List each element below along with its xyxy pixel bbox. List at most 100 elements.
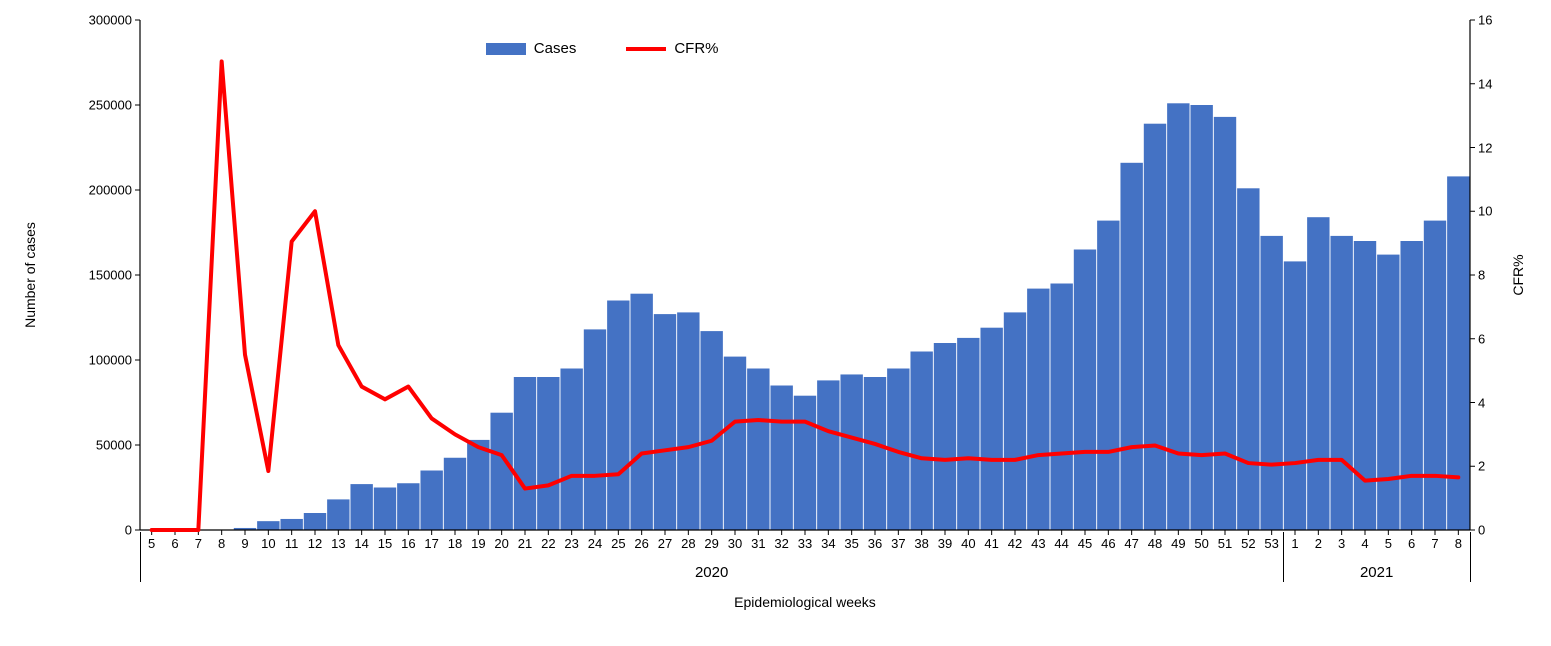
bar (1144, 124, 1166, 530)
bar (770, 386, 792, 531)
bar (374, 488, 396, 531)
x-tick-label: 3 (1338, 536, 1345, 551)
x-tick-label: 52 (1241, 536, 1255, 551)
bar (840, 374, 862, 530)
y-left-tick-label: 100000 (10, 353, 132, 368)
bar (327, 499, 349, 530)
x-tick-label: 35 (844, 536, 858, 551)
bar (537, 377, 559, 530)
bar (467, 440, 489, 530)
bar (654, 314, 676, 530)
y-left-tick-label: 0 (10, 523, 132, 538)
x-tick-label: 24 (588, 536, 602, 551)
bar (794, 396, 816, 530)
bar (514, 377, 536, 530)
x-tick-label: 50 (1194, 536, 1208, 551)
legend-item: CFR% (626, 40, 718, 57)
x-tick-label: 20 (494, 536, 508, 551)
x-tick-label: 26 (634, 536, 648, 551)
y-right-tick-label: 8 (1478, 268, 1485, 283)
y-left-tick-label: 200000 (10, 183, 132, 198)
x-tick-label: 15 (378, 536, 392, 551)
x-tick-label: 11 (285, 536, 299, 551)
bar (444, 458, 466, 530)
bar (910, 352, 932, 531)
y-axis-right-title: CFR% (1510, 254, 1526, 295)
x-tick-label: 10 (261, 536, 275, 551)
y-right-tick-label: 14 (1478, 76, 1492, 91)
y-right-tick-label: 10 (1478, 204, 1492, 219)
bar (1424, 221, 1446, 530)
x-tick-label: 13 (331, 536, 345, 551)
bar (630, 294, 652, 530)
y-left-tick-label: 250000 (10, 98, 132, 113)
bar (747, 369, 769, 531)
x-tick-label: 4 (1361, 536, 1368, 551)
x-tick-label: 44 (1054, 536, 1068, 551)
x-tick-label: 8 (1455, 536, 1462, 551)
bar (1400, 241, 1422, 530)
legend-swatch-line-icon (626, 47, 666, 51)
bar (957, 338, 979, 530)
bar (980, 328, 1002, 530)
bar (280, 519, 302, 530)
legend: CasesCFR% (486, 40, 719, 57)
legend-label: CFR% (674, 40, 718, 57)
bar (350, 484, 372, 530)
y-right-tick-label: 16 (1478, 13, 1492, 28)
bar (420, 471, 442, 531)
bar (607, 301, 629, 531)
x-tick-label: 40 (961, 536, 975, 551)
x-tick-label: 7 (1431, 536, 1438, 551)
bar (1190, 105, 1212, 530)
bar (1004, 312, 1026, 530)
bar (584, 329, 606, 530)
x-tick-label: 22 (541, 536, 555, 551)
bar (1307, 217, 1329, 530)
x-tick-label: 8 (218, 536, 225, 551)
bar (677, 312, 699, 530)
x-tick-label: 18 (448, 536, 462, 551)
bar (1120, 163, 1142, 530)
x-tick-label: 48 (1148, 536, 1162, 551)
y-left-tick-label: 50000 (10, 438, 132, 453)
x-tick-label: 51 (1218, 536, 1232, 551)
bar (257, 521, 279, 530)
x-tick-label: 23 (564, 536, 578, 551)
x-tick-label: 1 (1291, 536, 1298, 551)
x-tick-label: 47 (1124, 536, 1138, 551)
bar (1237, 188, 1259, 530)
x-tick-label: 43 (1031, 536, 1045, 551)
x-tick-label: 9 (241, 536, 248, 551)
x-tick-label: 21 (518, 536, 532, 551)
bar (1050, 284, 1072, 531)
x-tick-label: 16 (401, 536, 415, 551)
x-tick-label: 25 (611, 536, 625, 551)
bar (1027, 289, 1049, 530)
x-tick-label: 34 (821, 536, 835, 551)
x-tick-label: 7 (195, 536, 202, 551)
x-tick-label: 14 (354, 536, 368, 551)
x-tick-label: 30 (728, 536, 742, 551)
bar (864, 377, 886, 530)
bar (490, 413, 512, 530)
x-tick-label: 45 (1078, 536, 1092, 551)
x-tick-label: 53 (1264, 536, 1278, 551)
x-tick-label: 5 (1385, 536, 1392, 551)
x-tick-label: 49 (1171, 536, 1185, 551)
x-tick-label: 6 (1408, 536, 1415, 551)
x-tick-label: 28 (681, 536, 695, 551)
bar (304, 513, 326, 530)
y-left-tick-label: 300000 (10, 13, 132, 28)
x-tick-label: 36 (868, 536, 882, 551)
bar (1074, 250, 1096, 531)
x-tick-label: 42 (1008, 536, 1022, 551)
bar (1284, 261, 1306, 530)
year-divider (1283, 532, 1284, 582)
bar (817, 380, 839, 530)
bar (560, 369, 582, 531)
y-right-tick-label: 2 (1478, 459, 1485, 474)
y-right-tick-label: 4 (1478, 395, 1485, 410)
x-tick-label: 5 (148, 536, 155, 551)
bar (724, 357, 746, 530)
